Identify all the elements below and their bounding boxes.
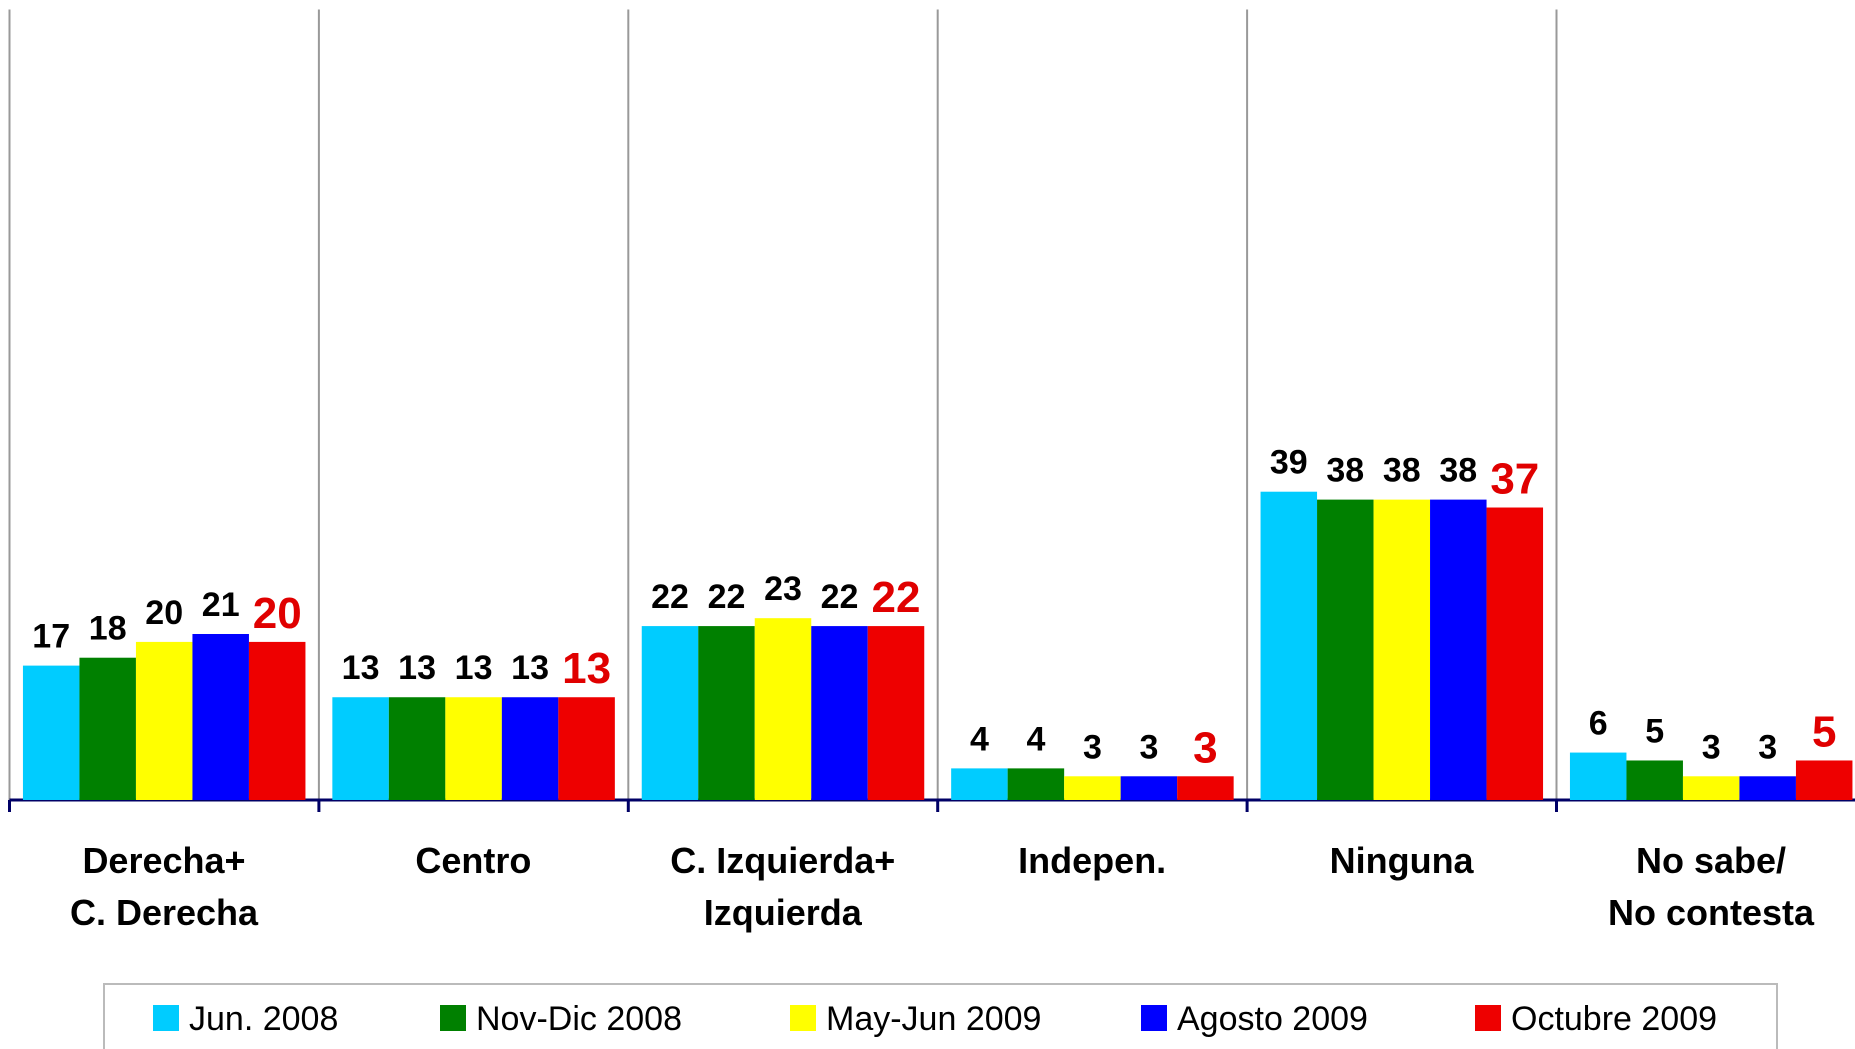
legend-label: Octubre 2009 <box>1511 1000 1717 1038</box>
bar <box>811 626 868 800</box>
value-label: 39 <box>1270 444 1308 482</box>
value-label: 20 <box>253 589 302 638</box>
bar <box>79 657 136 800</box>
bar <box>1317 499 1374 800</box>
value-label: 13 <box>562 644 611 693</box>
bar <box>1373 499 1431 800</box>
value-label: 22 <box>872 573 921 622</box>
bar <box>388 697 446 800</box>
value-label: 6 <box>1589 705 1608 743</box>
bar <box>558 697 615 800</box>
bar <box>445 697 502 800</box>
legend-swatch <box>1141 1005 1167 1031</box>
value-label: 22 <box>821 578 859 616</box>
legend-swatch <box>790 1005 816 1031</box>
value-label: 5 <box>1812 707 1836 756</box>
bar <box>1626 760 1683 800</box>
bar <box>1064 776 1121 800</box>
bar <box>501 697 559 800</box>
bar <box>951 768 1008 800</box>
bar <box>1486 507 1544 800</box>
value-label: 13 <box>342 649 380 687</box>
category-label: Centro <box>415 840 532 881</box>
bar <box>1682 776 1740 800</box>
value-label: 3 <box>1139 728 1158 766</box>
category-label: Derecha+ C. Derecha <box>69 840 259 933</box>
bar <box>1260 491 1318 800</box>
bar <box>867 626 925 800</box>
bar <box>1177 776 1234 800</box>
bar <box>754 618 812 800</box>
value-label: 37 <box>1490 455 1539 504</box>
value-label: 17 <box>32 618 70 656</box>
category-label: C. Izquierda+ Izquierda <box>670 840 896 933</box>
bar <box>248 641 306 800</box>
value-label: 3 <box>1083 728 1102 766</box>
value-label: 13 <box>398 649 436 687</box>
value-label: 13 <box>511 649 549 687</box>
bar <box>22 665 80 800</box>
legend-label: May-Jun 2009 <box>826 1000 1041 1038</box>
legend-label: Nov-Dic 2008 <box>476 1000 682 1038</box>
bar <box>1569 752 1627 800</box>
bar <box>1739 776 1796 800</box>
value-label: 38 <box>1439 452 1477 490</box>
bar <box>698 626 755 800</box>
category-label: Ninguna <box>1329 840 1474 881</box>
value-label: 18 <box>89 610 127 648</box>
value-label: 3 <box>1702 728 1721 766</box>
category-label: Indepen. <box>1018 840 1167 881</box>
legend-label: Agosto 2009 <box>1177 1000 1368 1038</box>
value-label: 21 <box>202 586 240 624</box>
value-label: 5 <box>1645 712 1664 750</box>
bar <box>641 626 699 800</box>
value-label: 20 <box>145 594 183 632</box>
bar <box>1007 768 1065 800</box>
value-label: 3 <box>1758 728 1777 766</box>
value-label: 22 <box>708 578 746 616</box>
legend-label: Jun. 2008 <box>189 1000 338 1038</box>
value-label: 4 <box>970 720 989 758</box>
legend-swatch <box>440 1005 466 1031</box>
bar <box>1430 499 1487 800</box>
value-label: 3 <box>1193 723 1217 772</box>
value-label: 38 <box>1383 452 1421 490</box>
bar <box>192 633 249 800</box>
legend-swatch <box>1475 1005 1501 1031</box>
value-label: 38 <box>1326 452 1364 490</box>
bar <box>1795 760 1853 800</box>
bar <box>332 697 389 800</box>
value-label: 4 <box>1026 720 1045 758</box>
bar <box>135 641 193 800</box>
value-label: 13 <box>455 649 493 687</box>
legend-swatch <box>153 1005 179 1031</box>
bar <box>1120 776 1178 800</box>
value-label: 23 <box>764 570 802 608</box>
category-label: No sabe/ No contesta <box>1607 840 1815 933</box>
value-label: 22 <box>651 578 689 616</box>
